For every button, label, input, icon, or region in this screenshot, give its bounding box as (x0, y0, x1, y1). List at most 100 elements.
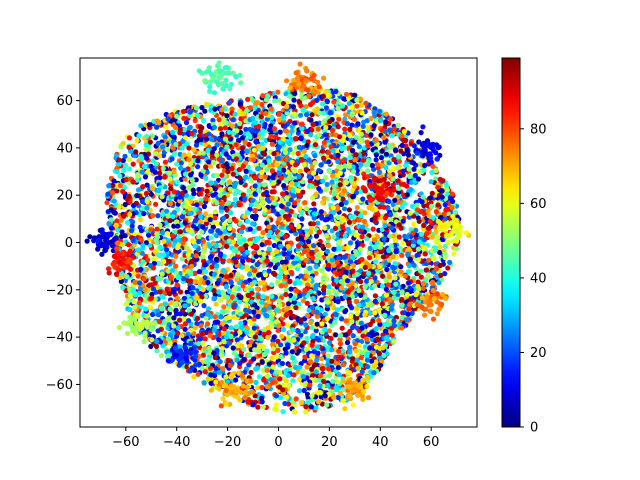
scatter-point (179, 145, 185, 151)
scatter-point (160, 229, 166, 236)
scatter-point (162, 134, 168, 140)
scatter-point (340, 158, 346, 164)
scatter-point (359, 110, 365, 116)
scatter-point (336, 164, 342, 170)
scatter-point (404, 234, 410, 240)
scatter-point (116, 157, 122, 163)
scatter-point (233, 218, 239, 224)
scatter-point (193, 177, 199, 183)
scatter-point (165, 268, 171, 274)
scatter-point (179, 190, 185, 196)
scatter-point (299, 157, 305, 163)
scatter-point (365, 124, 371, 130)
scatter-point (299, 216, 305, 222)
scatter-point (287, 278, 293, 284)
scatter-point (337, 170, 343, 176)
scatter-point (217, 359, 223, 365)
scatter-point (264, 295, 270, 301)
scatter-point (250, 197, 256, 203)
scatter-point (252, 334, 258, 340)
scatter-point (272, 264, 278, 271)
scatter-point (266, 246, 272, 252)
scatter-point (360, 158, 366, 164)
scatter-point (391, 338, 397, 344)
scatter-point (328, 213, 334, 220)
scatter-point (213, 301, 219, 307)
scatter-point (304, 312, 311, 319)
scatter-point (390, 202, 396, 208)
scatter-point (128, 148, 134, 154)
scatter-point (256, 272, 262, 278)
scatter-point (363, 100, 369, 106)
scatter-point (217, 121, 223, 128)
scatter-point (230, 149, 236, 155)
scatter-point (391, 126, 397, 132)
scatter-point (311, 215, 317, 221)
scatter-point (335, 231, 341, 237)
scatter-point (275, 89, 281, 95)
scatter-point (264, 373, 271, 379)
scatter-point (327, 372, 333, 378)
scatter-point (187, 210, 193, 216)
scatter-point (140, 259, 146, 265)
scatter-point (126, 166, 132, 172)
scatter-point (185, 252, 191, 258)
scatter-point (333, 332, 339, 338)
scatter-point (260, 294, 266, 300)
scatter-point (386, 143, 392, 149)
scatter-point (165, 213, 171, 219)
scatter-point (447, 259, 453, 265)
scatter-point (351, 116, 358, 122)
scatter-point (237, 299, 243, 305)
scatter-point (391, 289, 397, 295)
scatter-point (255, 404, 261, 410)
scatter-point (278, 283, 284, 289)
scatter-point (339, 325, 345, 331)
scatter-point (253, 243, 259, 249)
scatter-point (310, 332, 316, 339)
scatter-point (364, 236, 370, 242)
scatter-point (177, 344, 183, 350)
scatter-point (314, 321, 320, 327)
scatter-point (266, 361, 272, 367)
scatter-point (139, 169, 145, 175)
scatter-point (247, 318, 253, 324)
scatter-point (246, 141, 252, 148)
scatter-point (452, 209, 458, 215)
scatter-point (335, 394, 341, 400)
scatter-point (171, 210, 177, 216)
scatter-point (371, 370, 377, 376)
scatter-point (245, 96, 251, 102)
scatter-point (304, 300, 310, 306)
scatter-point (243, 126, 249, 132)
scatter-point (335, 158, 341, 164)
scatter-point (163, 220, 169, 226)
scatter-point (212, 314, 218, 320)
scatter-point (229, 106, 235, 112)
scatter-point (321, 378, 327, 384)
scatter-point (206, 306, 212, 312)
scatter-point (276, 179, 282, 185)
scatter-point (177, 198, 183, 204)
scatter-point (136, 133, 142, 139)
scatter-point (320, 101, 326, 107)
scatter-point (284, 195, 290, 201)
scatter-point (285, 255, 291, 261)
scatter-point (120, 284, 126, 291)
scatter-point (297, 112, 304, 118)
scatter-point (118, 278, 124, 284)
scatter-point (445, 239, 451, 246)
scatter-point (251, 356, 257, 362)
scatter-point (315, 350, 321, 356)
scatter-point (184, 364, 190, 370)
scatter-point (202, 275, 208, 281)
scatter-point (187, 124, 193, 130)
scatter-point (119, 229, 125, 235)
scatter-point (344, 245, 350, 251)
scatter-point (227, 217, 233, 224)
scatter-point (237, 175, 243, 181)
scatter-point (283, 287, 289, 293)
scatter-point (272, 98, 278, 104)
scatter-point (193, 105, 199, 111)
scatter-point (234, 337, 240, 343)
